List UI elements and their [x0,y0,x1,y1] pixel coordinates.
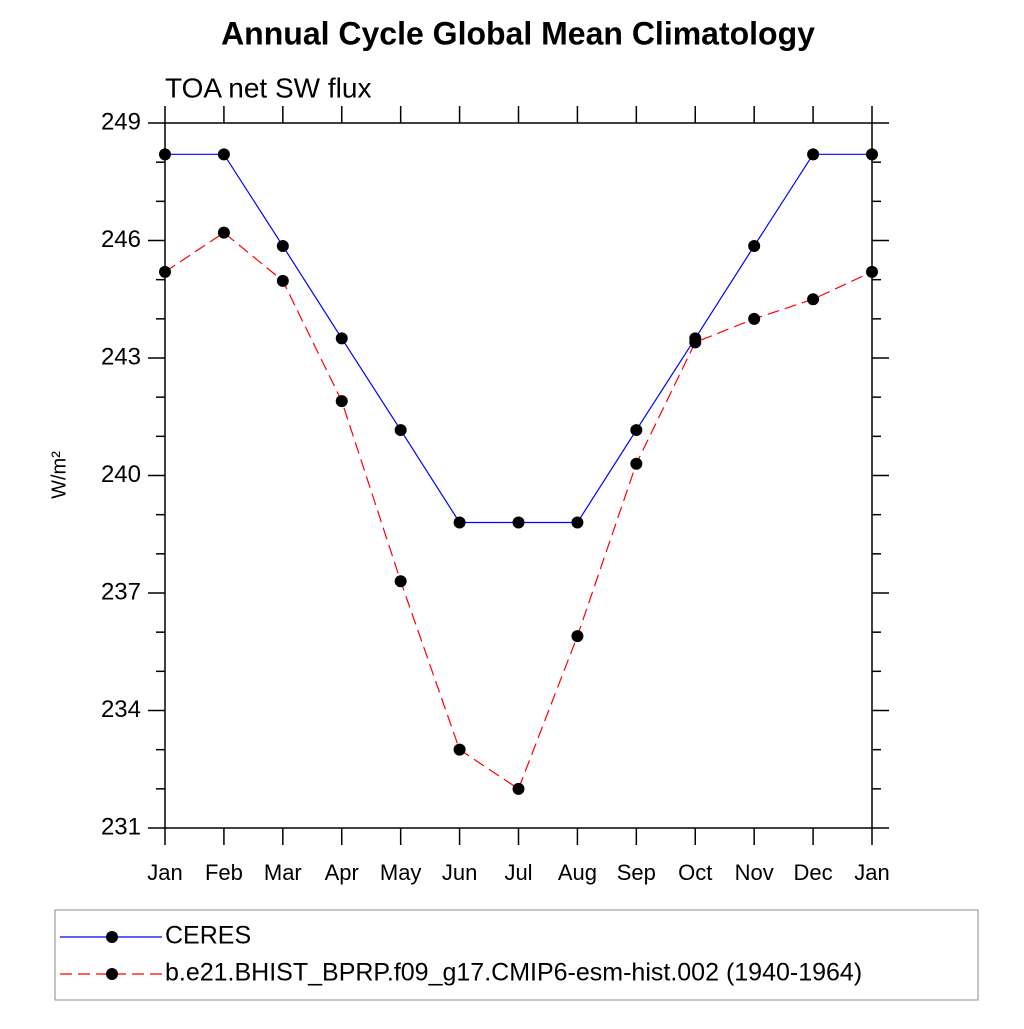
legend-marker [106,968,118,980]
data-point [748,312,761,325]
data-point [159,265,171,278]
x-tick-label: Jun [442,860,477,885]
y-axis-label: W/m² [48,451,70,499]
data-point [335,332,348,345]
x-tick-label: Jan [854,860,889,885]
y-tick-label: 246 [101,226,141,253]
data-point [394,424,407,437]
data-point [335,395,348,408]
data-point [276,274,289,287]
x-tick-label: May [380,860,422,885]
legend-label: b.e21.BHIST_BPRP.f09_g17.CMIP6-esm-hist.… [165,959,862,987]
legend-marker [106,931,118,943]
data-point [807,293,820,306]
legend-label: CERES [165,922,251,950]
y-tick-label: 237 [101,578,141,605]
y-tick-label: 249 [101,108,141,135]
chart-title: Annual Cycle Global Mean Climatology [221,15,815,51]
data-point [512,782,525,795]
x-tick-label: Jul [504,860,532,885]
x-tick-label: Sep [617,860,656,885]
data-point [159,148,171,161]
data-point [807,148,820,161]
data-point [453,516,466,529]
data-point [748,239,761,252]
y-tick-label: 240 [101,461,141,488]
series-line [164,231,873,790]
data-point [512,516,525,529]
x-tick-label: Jan [147,860,182,885]
data-point [689,336,702,349]
legend-box [54,909,979,1001]
y-tick-label: 231 [101,813,141,840]
x-tick-label: Aug [558,860,597,885]
data-point [571,516,584,529]
data-point [276,239,289,252]
data-point [394,575,407,588]
data-point [630,424,643,437]
data-point [217,148,230,161]
y-tick-label: 234 [101,696,141,723]
data-point [866,265,878,278]
x-tick-label: Feb [205,860,243,885]
x-tick-label: Nov [735,860,774,885]
series-line [165,153,872,524]
y-tick-label: 243 [101,343,141,370]
chart-subtitle: TOA net SW flux [165,72,371,103]
x-tick-label: Oct [678,860,712,885]
data-point [866,148,878,161]
data-point [630,457,643,470]
x-tick-label: Mar [264,860,302,885]
data-point [571,630,584,643]
x-tick-label: Dec [794,860,833,885]
data-point [217,226,230,239]
data-point [453,743,466,756]
x-tick-label: Apr [325,860,359,885]
